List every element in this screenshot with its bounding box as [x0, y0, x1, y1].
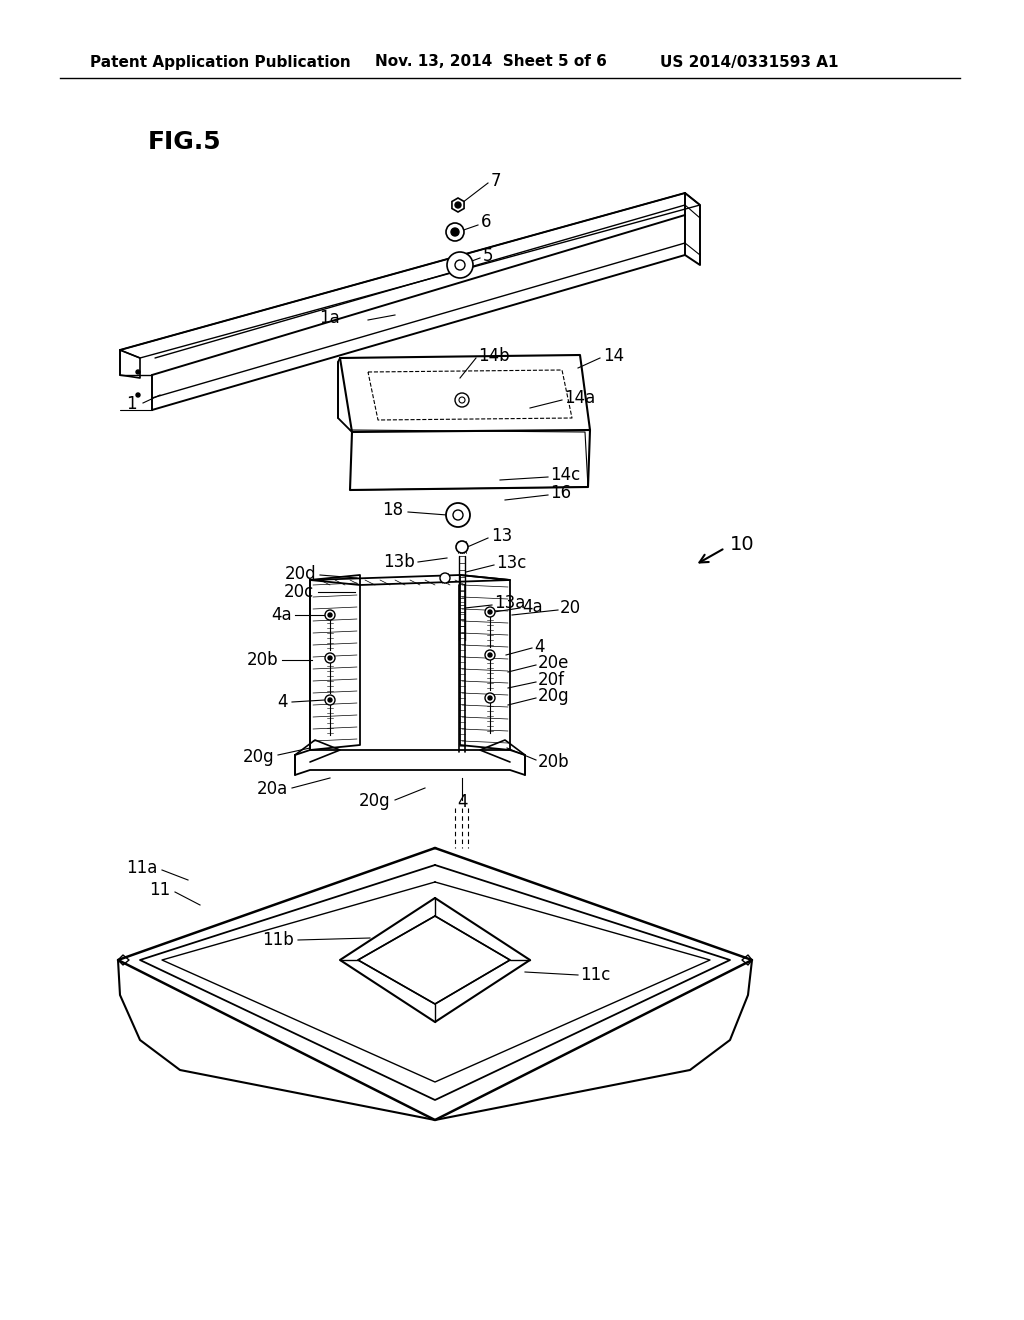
Text: 20d: 20d [285, 565, 316, 583]
Text: 4a: 4a [271, 606, 292, 624]
Circle shape [328, 656, 332, 660]
Text: 11: 11 [148, 880, 170, 899]
Text: 11c: 11c [580, 966, 610, 983]
Text: 1: 1 [126, 395, 137, 413]
Text: 20e: 20e [538, 653, 569, 672]
Text: Patent Application Publication: Patent Application Publication [90, 54, 351, 70]
Text: 4: 4 [457, 793, 467, 810]
Text: 10: 10 [730, 536, 755, 554]
Circle shape [485, 607, 495, 616]
Text: 20g: 20g [243, 748, 274, 766]
Text: 13a: 13a [494, 594, 525, 612]
Circle shape [446, 503, 470, 527]
Text: 5: 5 [483, 247, 494, 265]
Circle shape [459, 397, 465, 403]
Text: US 2014/0331593 A1: US 2014/0331593 A1 [660, 54, 839, 70]
Circle shape [455, 202, 461, 209]
Text: 20a: 20a [257, 780, 288, 799]
Circle shape [485, 649, 495, 660]
Text: 11b: 11b [262, 931, 294, 949]
Text: 4: 4 [534, 638, 545, 656]
Circle shape [136, 393, 140, 397]
Text: 20b: 20b [247, 651, 278, 669]
Circle shape [488, 696, 492, 700]
Circle shape [455, 260, 465, 271]
Text: 6: 6 [481, 213, 492, 231]
Text: 16: 16 [550, 484, 571, 502]
Text: 14a: 14a [564, 389, 595, 407]
Circle shape [447, 252, 473, 279]
Circle shape [440, 573, 450, 583]
Text: 20b: 20b [538, 752, 569, 771]
Text: 13: 13 [490, 527, 512, 545]
Text: 14: 14 [603, 347, 624, 366]
Circle shape [325, 610, 335, 620]
Circle shape [488, 653, 492, 657]
Circle shape [325, 696, 335, 705]
Circle shape [328, 698, 332, 702]
Circle shape [446, 223, 464, 242]
Circle shape [136, 370, 140, 374]
Text: 13b: 13b [383, 553, 415, 572]
Text: 20c: 20c [284, 583, 314, 601]
Circle shape [453, 510, 463, 520]
Circle shape [325, 653, 335, 663]
Circle shape [451, 228, 459, 236]
Polygon shape [452, 198, 464, 213]
Text: 20f: 20f [538, 671, 565, 689]
Text: 20g: 20g [358, 792, 390, 810]
Text: 11a: 11a [127, 859, 158, 876]
Text: 4a: 4a [522, 598, 543, 616]
Circle shape [455, 393, 469, 407]
Text: 4: 4 [278, 693, 288, 711]
Text: 20: 20 [560, 599, 582, 616]
Text: 13c: 13c [496, 554, 526, 572]
Circle shape [328, 612, 332, 616]
Text: FIG.5: FIG.5 [148, 129, 221, 154]
Text: 1a: 1a [319, 309, 340, 327]
Circle shape [485, 693, 495, 704]
Text: 14b: 14b [478, 347, 510, 366]
Circle shape [456, 541, 468, 553]
Text: 7: 7 [490, 172, 502, 190]
Text: 14c: 14c [550, 466, 581, 484]
Text: 18: 18 [382, 502, 403, 519]
Text: Nov. 13, 2014  Sheet 5 of 6: Nov. 13, 2014 Sheet 5 of 6 [375, 54, 607, 70]
Circle shape [488, 610, 492, 614]
Text: 20g: 20g [538, 686, 569, 705]
